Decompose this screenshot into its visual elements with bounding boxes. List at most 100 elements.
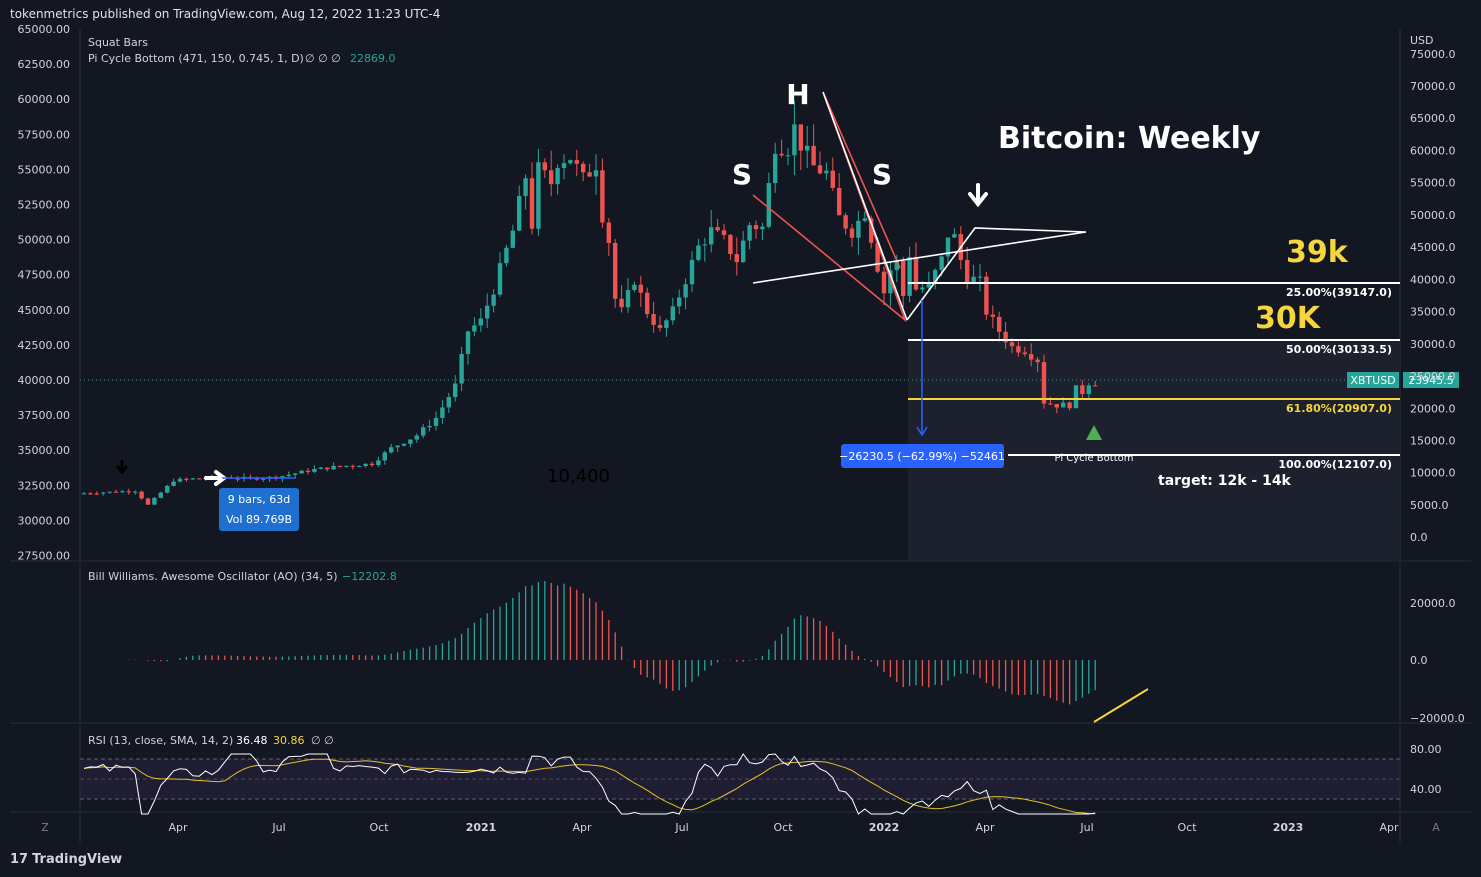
candle-body xyxy=(1048,403,1053,405)
left-axis-tick: 42500.00 xyxy=(18,339,71,352)
candle-body xyxy=(497,263,503,295)
right-axis-tick: 60000.0 xyxy=(1410,144,1456,157)
big-title: Bitcoin: Weekly xyxy=(998,121,1261,156)
left-axis-tick: 57500.00 xyxy=(18,128,71,141)
candle-body xyxy=(984,276,989,315)
x-axis-tick: Oct xyxy=(1177,821,1197,834)
right-axis-tick: 55000.0 xyxy=(1410,177,1456,190)
ao-axis-tick: −20000.0 xyxy=(1410,712,1465,725)
candle-body xyxy=(485,305,490,319)
number-10400-label: 10,400 xyxy=(547,466,610,487)
bars-info-line2: Vol 89.769B xyxy=(226,513,292,526)
x-axis-tick: 2022 xyxy=(869,821,900,834)
candle-body xyxy=(197,478,202,480)
x-axis-tick: 2021 xyxy=(466,821,497,834)
rsi-axis-tick: 40.00 xyxy=(1410,783,1442,796)
x-axis-tick: Oct xyxy=(773,821,793,834)
candle-body xyxy=(446,397,451,408)
candle-body xyxy=(542,162,547,171)
candle-body xyxy=(824,170,829,174)
candle-body xyxy=(856,220,861,238)
h-label: H xyxy=(786,78,809,111)
hs-red-line xyxy=(752,91,907,323)
right-axis-tick: 70000.0 xyxy=(1410,80,1456,93)
x-axis-tick: Oct xyxy=(369,821,389,834)
candle-body xyxy=(683,284,688,298)
candle-body xyxy=(286,474,291,477)
ao-axis-tick: 20000.0 xyxy=(1410,597,1456,610)
candle-body xyxy=(1016,346,1021,353)
candle-body xyxy=(299,470,304,474)
candle-body xyxy=(453,383,458,398)
ticker-price-tag xyxy=(1403,372,1459,388)
candle-body xyxy=(760,226,765,230)
header-title: tokenmetrics published on TradingView.co… xyxy=(10,7,441,21)
left-axis-tick: 35000.00 xyxy=(18,444,71,457)
neckline xyxy=(752,231,1087,284)
candle-body xyxy=(139,491,144,499)
left-axis-tick: 47500.00 xyxy=(18,269,71,282)
tradingview-logo[interactable]: 17 TradingView xyxy=(10,852,122,867)
candle-body xyxy=(613,242,618,299)
candle-body xyxy=(261,478,266,480)
z-icon: Z xyxy=(41,821,49,834)
right-axis-tick: 30000.0 xyxy=(1410,338,1456,351)
right-axis-tick: 0.0 xyxy=(1410,531,1428,544)
fib-label: 50.00%(30133.5) xyxy=(1286,343,1392,356)
right-axis-tick: 10000.0 xyxy=(1410,467,1456,480)
candle-body xyxy=(657,324,663,328)
candle-body xyxy=(107,491,112,493)
left-axis-tick: 40000.00 xyxy=(18,374,71,387)
candle-body xyxy=(401,443,407,446)
candle-body xyxy=(785,155,791,157)
candle-body xyxy=(645,292,650,315)
candle-body xyxy=(779,153,784,156)
candle-body xyxy=(427,425,432,428)
x-axis-tick: Apr xyxy=(975,821,995,834)
right-axis-tick: 50000.0 xyxy=(1410,209,1456,222)
candle-body xyxy=(113,491,119,493)
candle-body xyxy=(1093,385,1098,387)
candle-body xyxy=(798,124,803,151)
x-axis-tick: Jul xyxy=(674,821,688,834)
right-axis-tick: 35000.0 xyxy=(1410,306,1456,319)
candle-body xyxy=(369,463,375,466)
candle-body xyxy=(510,230,515,248)
footer: 17 TradingView xyxy=(0,843,1481,877)
candle-body xyxy=(523,178,528,196)
candle-body xyxy=(913,257,919,290)
ticker-tag-text: XBTUSD xyxy=(1350,374,1395,387)
measure-box-text: −26230.5 (−62.99%) −52461 xyxy=(839,450,1005,463)
candle-body xyxy=(1029,354,1034,360)
ao-legend-value: −12202.8 xyxy=(342,570,397,583)
candle-body xyxy=(414,435,419,440)
candle-body xyxy=(555,167,560,185)
candle-body xyxy=(689,259,695,285)
candle-body xyxy=(94,493,99,495)
candle-body xyxy=(171,481,176,486)
candle-body xyxy=(158,492,163,498)
candle-body xyxy=(792,124,797,156)
candle-body xyxy=(561,163,567,168)
candle-body xyxy=(337,465,343,467)
candle-body xyxy=(638,284,643,293)
candle-body xyxy=(81,493,87,495)
left-axis-tick: 45000.00 xyxy=(18,304,71,317)
candle-body xyxy=(1003,331,1008,343)
candle-body xyxy=(549,170,554,185)
candle-body xyxy=(907,257,912,296)
candle-body xyxy=(920,287,925,290)
candle-body xyxy=(817,165,823,174)
candle-body xyxy=(875,242,880,272)
ao-legend: Bill Williams. Awesome Oscillator (AO) (… xyxy=(88,570,338,583)
candle-body xyxy=(965,260,970,283)
left-axis-tick: 37500.00 xyxy=(18,409,71,422)
candle-body xyxy=(305,470,311,472)
right-axis-tick: 20000.0 xyxy=(1410,402,1456,415)
candle-body xyxy=(325,467,330,470)
candle-body xyxy=(382,452,387,461)
candle-body xyxy=(933,269,938,283)
left-axis-tick: 30000.00 xyxy=(18,514,71,527)
candle-body xyxy=(235,478,240,480)
